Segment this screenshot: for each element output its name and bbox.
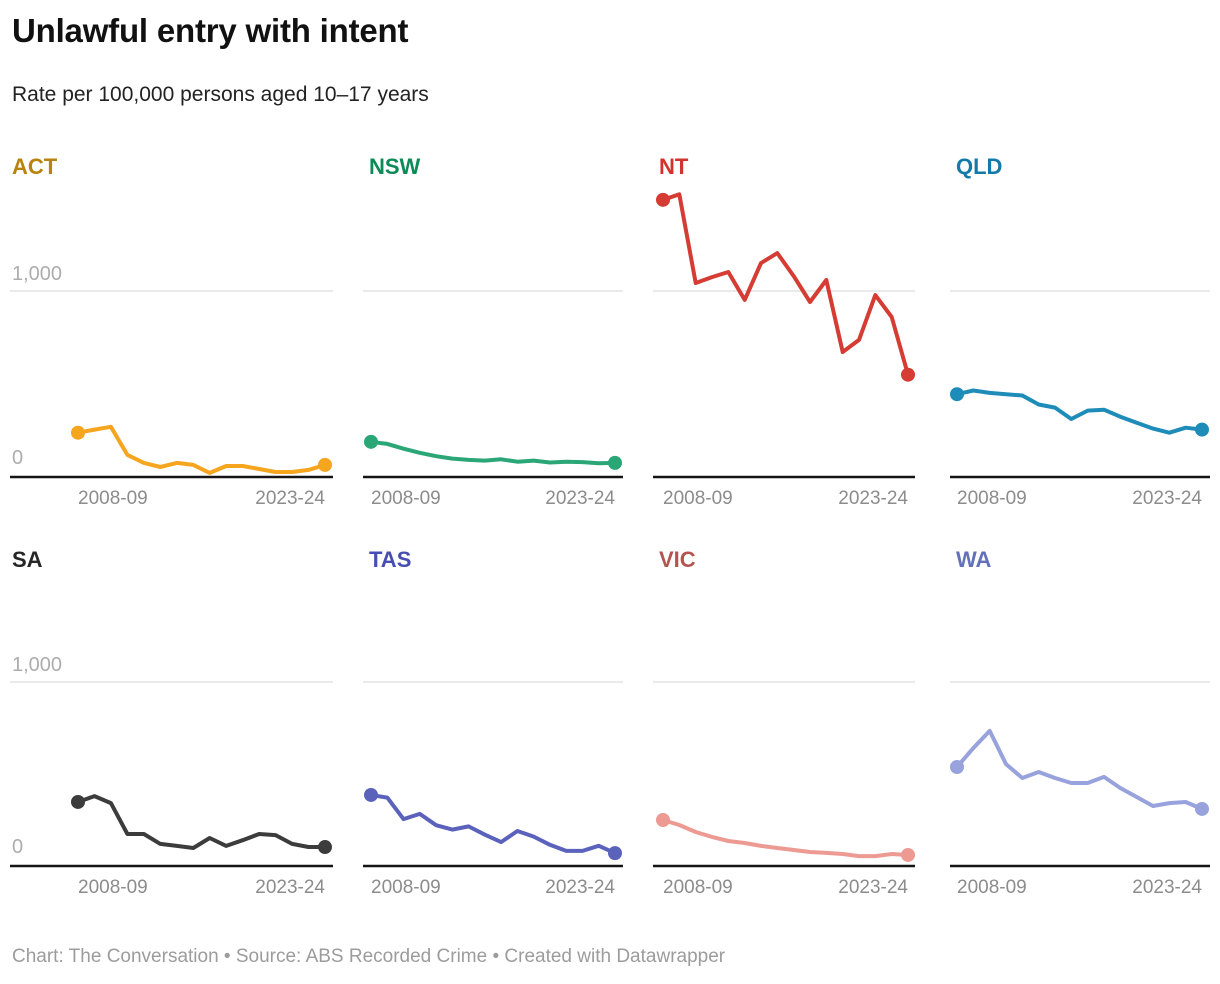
end-dot-WA: [1195, 801, 1209, 816]
x-tick-first: 2008-09: [371, 877, 441, 898]
x-tick-last: 2023-24: [838, 877, 908, 898]
x-tick-first: 2008-09: [957, 877, 1027, 898]
panel-WA: WA 2008-09 2023-24: [950, 545, 1210, 910]
chart-subtitle: Rate per 100,000 persons aged 10–17 year…: [12, 83, 429, 106]
line-SA: [76, 794, 327, 850]
x-tick-last: 2023-24: [255, 488, 325, 509]
end-dot-SA: [318, 840, 332, 855]
plot-ACT: [10, 290, 333, 479]
y-tick-1000: 1,000: [12, 654, 63, 676]
panel-label-SA: SA: [12, 547, 43, 572]
start-dot-NT: [656, 192, 670, 207]
end-dot-NT: [901, 367, 915, 382]
panel-NT: NT 2008-09 2023-24: [653, 152, 915, 517]
start-dot-ACT: [71, 425, 85, 440]
plot-SA: [10, 681, 333, 868]
y-tick-0: 0: [12, 836, 24, 858]
panel-label-QLD: QLD: [956, 154, 1003, 179]
line-VIC: [661, 818, 910, 859]
panel-label-WA: WA: [956, 547, 992, 572]
x-tick-last: 2023-24: [545, 877, 615, 898]
chart-title: Unlawful entry with intent: [12, 12, 409, 49]
panel-label-NSW: NSW: [369, 154, 421, 179]
start-dot-TAS: [364, 787, 378, 802]
panel-TAS: TAS 2008-09 2023-24: [363, 545, 623, 910]
plot-QLD: [950, 290, 1210, 479]
start-dot-QLD: [950, 387, 964, 402]
plot-TAS: [363, 681, 623, 868]
line-TAS: [369, 793, 617, 856]
end-dot-ACT: [318, 457, 332, 472]
x-tick-last: 2023-24: [838, 488, 908, 509]
x-tick-last: 2023-24: [1132, 877, 1202, 898]
start-dot-NSW: [364, 434, 378, 449]
panel-ACT: ACT 1,000 0 2008-09 2023-24: [10, 152, 333, 517]
end-dot-NSW: [608, 455, 622, 470]
x-tick-first: 2008-09: [371, 488, 441, 509]
panel-label-ACT: ACT: [12, 154, 58, 179]
x-tick-last: 2023-24: [1132, 488, 1202, 509]
x-tick-last: 2023-24: [545, 488, 615, 509]
line-NT: [661, 192, 910, 377]
chart-footer: Chart: The Conversation • Source: ABS Re…: [12, 946, 726, 967]
line-WA: [955, 728, 1204, 811]
plot-WA: [950, 681, 1210, 868]
x-tick-first: 2008-09: [663, 877, 733, 898]
panel-QLD: QLD 2008-09 2023-24: [950, 152, 1210, 517]
line-ACT: [76, 424, 327, 475]
end-dot-QLD: [1195, 422, 1209, 437]
panel-SA: SA 1,000 0 2008-09 2023-24: [10, 545, 333, 910]
end-dot-VIC: [901, 847, 915, 862]
plot-NSW: [363, 290, 623, 479]
start-dot-VIC: [656, 813, 670, 827]
x-tick-first: 2008-09: [78, 488, 148, 509]
panel-label-NT: NT: [659, 154, 689, 179]
line-QLD: [955, 388, 1204, 435]
y-tick-0: 0: [12, 447, 24, 469]
plot-NT: [653, 192, 915, 479]
line-NSW: [369, 439, 617, 466]
x-tick-first: 2008-09: [957, 488, 1027, 509]
start-dot-SA: [71, 794, 85, 809]
panel-VIC: VIC 2008-09 2023-24: [653, 545, 915, 910]
y-tick-1000: 1,000: [12, 263, 63, 285]
x-tick-first: 2008-09: [78, 877, 148, 898]
panel-label-TAS: TAS: [369, 547, 412, 572]
x-tick-last: 2023-24: [255, 877, 325, 898]
end-dot-TAS: [608, 846, 622, 861]
start-dot-WA: [950, 760, 964, 775]
panel-label-VIC: VIC: [659, 547, 696, 572]
panel-NSW: NSW 2008-09 2023-24: [363, 152, 623, 517]
plot-VIC: [653, 681, 915, 868]
x-tick-first: 2008-09: [663, 488, 733, 509]
